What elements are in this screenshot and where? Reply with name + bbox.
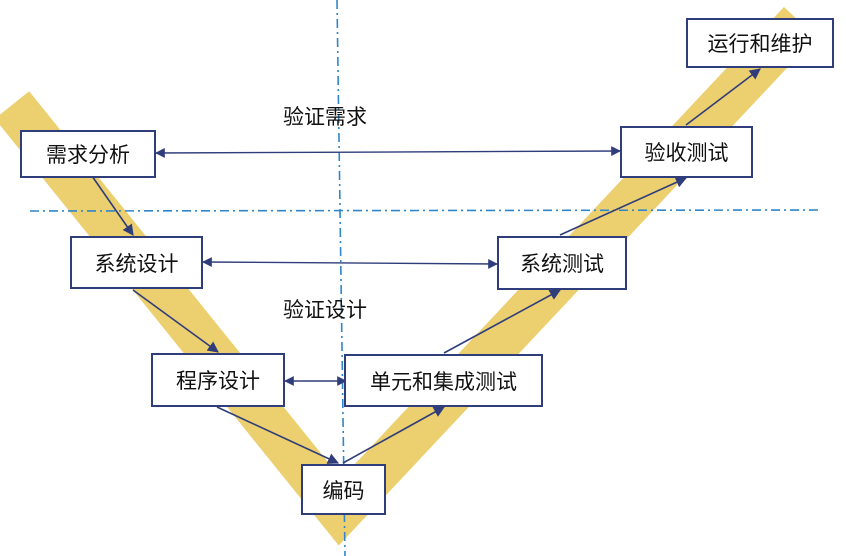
arrow-program-design-to-coding	[216, 406, 340, 464]
arrow-unit-test-to-system-test	[443, 289, 561, 354]
arrow-system-test-to-acceptance-test	[559, 177, 688, 236]
verify-design-caption: 验证设计	[283, 298, 367, 322]
horizontal-guide-line	[29, 209, 823, 212]
unit-integration-test-box: 单元和集成测试	[344, 354, 543, 407]
system-design-box: 系统设计	[70, 236, 203, 289]
arrow-requirements-to-system-design	[91, 175, 134, 236]
acceptance-test-box: 验收测试	[620, 126, 753, 178]
arrow-acceptance-test-to-operation	[685, 68, 761, 126]
arrow-coding-to-unit-test	[342, 406, 445, 464]
program-design-box: 程序设计	[151, 353, 285, 407]
system-test-box: 系统测试	[497, 236, 627, 290]
verify-requirements-caption: 验证需求	[283, 105, 367, 129]
arrow-system-design-to-program-design	[132, 289, 219, 353]
arrow-requirements-acceptance	[155, 146, 621, 158]
operation-maintenance-box: 运行和维护	[686, 18, 834, 68]
arrow-system-design-system-test	[202, 257, 498, 269]
coding-box: 编码	[301, 464, 386, 515]
requirements-analysis-box: 需求分析	[20, 130, 156, 178]
